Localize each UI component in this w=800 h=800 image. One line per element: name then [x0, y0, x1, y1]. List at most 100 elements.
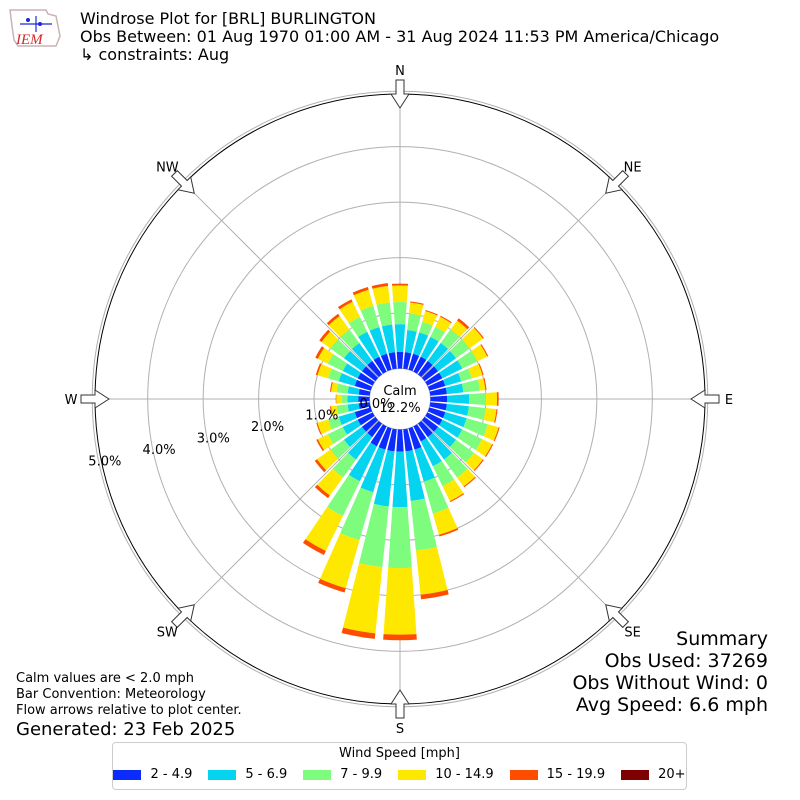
- flow-arrow-shape: [690, 389, 720, 409]
- summary-obs-used: Obs Used: 37269: [604, 650, 768, 672]
- wind-bar-segment: [435, 316, 452, 333]
- wind-bar-segment: [354, 379, 373, 391]
- wind-bar-segment: [394, 324, 406, 352]
- wind-bar-segment: [443, 373, 462, 387]
- wind-bar-segment: [413, 356, 427, 374]
- wind-bar-segment: [342, 419, 361, 435]
- wind-bar-segment: [353, 289, 374, 311]
- wind-bar-segment: [305, 507, 343, 552]
- wind-bar-segment: [328, 416, 342, 430]
- wind-bar-segment: [315, 363, 322, 376]
- wind-bar-segment: [404, 330, 417, 354]
- wind-bar-segment: [408, 426, 422, 450]
- legend-swatch: [509, 769, 538, 780]
- wind-bar-segment: [393, 301, 407, 325]
- wind-bar-segment: [410, 498, 437, 551]
- wind-bar-segment: [329, 381, 333, 392]
- wind-bar-segment: [317, 449, 339, 471]
- legend: Wind Speed [mph] 2 - 4.9 5 - 6.9 7 - 9.9 10…: [112, 742, 687, 790]
- legend-label: 10 - 14.9: [435, 767, 494, 782]
- direction-label: SW: [157, 626, 178, 641]
- radial-tick-label: 1.0%: [305, 409, 338, 424]
- wind-bar-segment: [420, 590, 449, 600]
- wind-bar-segment: [469, 393, 486, 405]
- wind-bar-segment: [373, 450, 395, 507]
- wind-bar-segment: [342, 563, 383, 634]
- wind-bar-segment: [458, 368, 472, 382]
- wind-bar-segment: [494, 409, 498, 423]
- wind-bar-segment: [316, 439, 325, 452]
- flow-arrow-shape: [170, 169, 195, 194]
- wind-bar-segment: [423, 477, 449, 514]
- wind-bar-segment: [352, 287, 369, 296]
- wind-bar-segment: [480, 344, 489, 357]
- wind-bar-segment: [387, 428, 397, 452]
- wind-bar-segment: [331, 382, 339, 393]
- summary-block: Summary Obs Used: 37269 Obs Without Wind…: [572, 628, 768, 716]
- wind-bar-segment: [327, 426, 348, 444]
- summary-obs-without-wind: Obs Without Wind: 0: [572, 672, 768, 694]
- wind-bar-segment: [444, 452, 468, 478]
- wind-bar-segment: [413, 424, 427, 442]
- legend-item: 15 - 19.9: [509, 767, 605, 782]
- wind-bar-segment: [378, 426, 392, 450]
- wind-bar-segment: [457, 350, 478, 369]
- wind-bar-segment: [463, 476, 476, 488]
- wind-bar-segment: [465, 452, 483, 471]
- wind-bar-segment: [360, 305, 380, 331]
- flow-arrow-icon: [390, 79, 410, 109]
- wind-bar-segment: [330, 339, 351, 359]
- wind-bar-segment: [429, 387, 447, 396]
- wind-bar-segment: [342, 363, 361, 379]
- legend-title: Wind Speed [mph]: [339, 746, 460, 761]
- direction-label: NW: [156, 160, 179, 175]
- wind-bar-segment: [421, 416, 439, 432]
- wind-bar-segment: [369, 327, 388, 356]
- radial-tick-label: 0.0%: [360, 397, 393, 412]
- wind-bar-segment: [478, 378, 486, 391]
- calm-disc: [371, 370, 429, 428]
- calm-value: 12.2%: [379, 401, 420, 416]
- wind-bar-segment: [361, 366, 379, 382]
- wind-bar-segment: [427, 432, 453, 460]
- wind-bar-segment: [317, 347, 334, 364]
- wind-bar-segment: [461, 379, 480, 393]
- wind-bar-segment: [358, 388, 371, 396]
- wind-bar-segment: [432, 507, 458, 535]
- wind-bar-segment: [317, 468, 343, 496]
- wind-bar-segment: [351, 342, 373, 366]
- summary-title: Summary: [676, 628, 768, 650]
- wind-bar-segment: [331, 405, 339, 416]
- radial-tick-label: 4.0%: [143, 443, 176, 458]
- wind-bar-segment: [372, 285, 390, 305]
- wind-bar-segment: [339, 301, 360, 324]
- wind-bar-segment: [370, 424, 387, 447]
- wind-bar-segment: [338, 373, 357, 387]
- legend-swatch: [208, 769, 237, 780]
- generated-date: Generated: 23 Feb 2025: [16, 719, 236, 740]
- direction-label: N: [395, 64, 405, 79]
- wind-bar-segment: [391, 283, 409, 286]
- wind-bar-segment: [475, 439, 493, 457]
- legend-label: 2 - 4.9: [150, 767, 193, 782]
- legend-label: 5 - 6.9: [245, 767, 288, 782]
- wind-bar-segment: [347, 395, 359, 403]
- wind-bar-segment: [380, 353, 392, 372]
- wind-bar-segment: [417, 360, 433, 378]
- wind-bar-segment: [341, 627, 376, 639]
- direction-label: NE: [624, 160, 642, 175]
- legend-swatch: [113, 769, 142, 780]
- flow-arrow-icon: [605, 604, 630, 629]
- wind-bar-segment: [438, 528, 459, 537]
- wind-bar-segment: [483, 424, 499, 441]
- wind-bar-segment: [340, 329, 360, 350]
- wind-bar-segment: [433, 426, 457, 448]
- wind-bar-segment: [427, 407, 446, 419]
- flow-arrow-shape: [605, 604, 630, 629]
- wind-bar-segment: [357, 372, 375, 386]
- wind-bar-segment: [430, 326, 445, 342]
- wind-bar-segment: [338, 411, 357, 425]
- wind-bar-segment: [427, 342, 449, 366]
- wind-bar-segment: [415, 546, 448, 595]
- wind-bar-segment: [430, 395, 448, 403]
